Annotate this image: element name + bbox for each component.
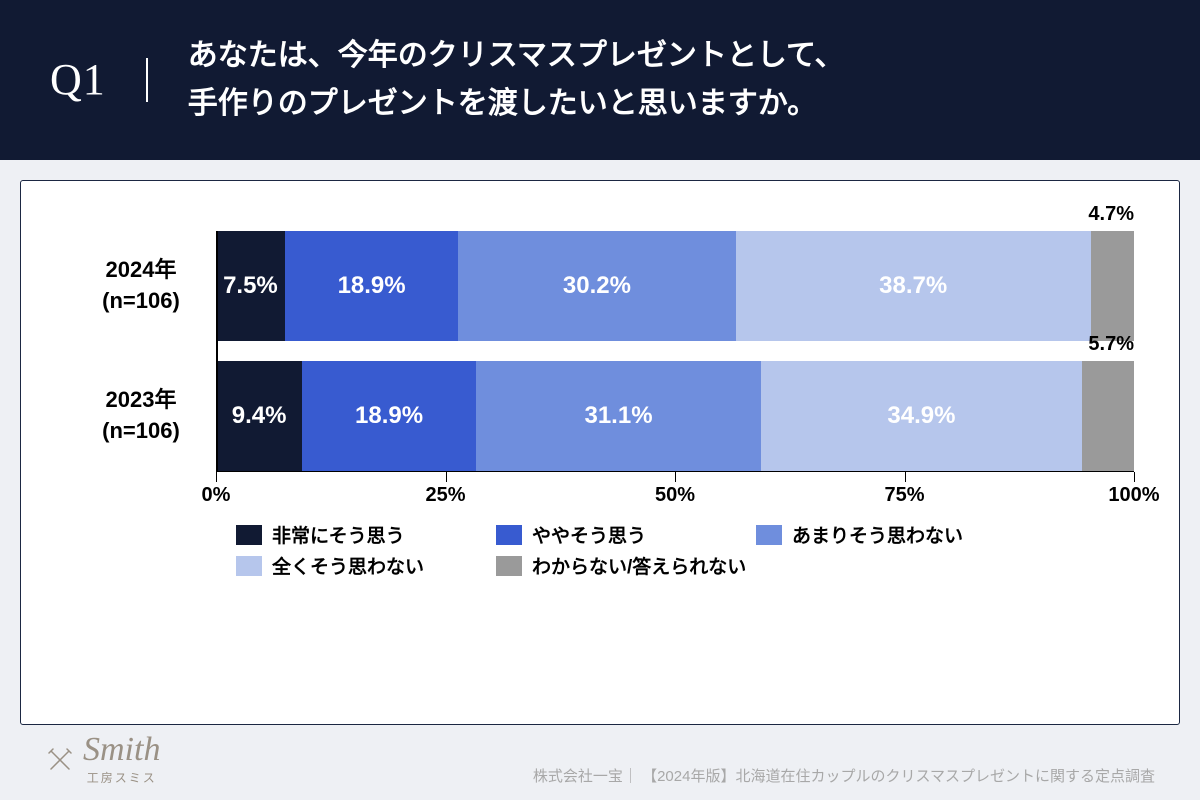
legend-item: わからない/答えられない xyxy=(496,552,756,579)
y-axis-line xyxy=(216,231,218,471)
bar-segment: 34.9% xyxy=(761,361,1081,471)
axis-tick xyxy=(675,472,676,482)
axis-tick xyxy=(905,472,906,482)
logo-text: Smith xyxy=(83,731,160,768)
legend: 非常にそう思う ややそう思う あまりそう思わない全くそう思わない わからない/答えられ… xyxy=(236,521,1134,579)
legend-swatch xyxy=(756,525,782,545)
axis-tick-label: 100% xyxy=(1108,484,1159,507)
question-text: あなたは、今年のクリスマスプレゼントとして、 手作りのプレゼントを渡したいと思い… xyxy=(188,32,845,128)
bar-segment xyxy=(1082,361,1134,471)
bar-segment: 38.7% xyxy=(736,231,1091,341)
legend-label: 非常にそう思う xyxy=(272,521,405,548)
axis-tick xyxy=(216,472,217,482)
legend-label: 全くそう思わない xyxy=(272,552,424,579)
source-text: 株式会社一宝｜ 【2024年版】北海道在住カップルのクリスマスプレゼントに関する… xyxy=(533,765,1155,786)
question-line-1: あなたは、今年のクリスマスプレゼントとして、 xyxy=(188,39,845,72)
bar-wrap: 5.7%9.4%18.9%31.1%34.9% xyxy=(216,361,1134,471)
legend-swatch xyxy=(496,525,522,545)
row-label: 2024年(n=106) xyxy=(66,255,216,317)
chart-row: 2023年(n=106)5.7%9.4%18.9%31.1%34.9% xyxy=(66,361,1134,471)
legend-swatch xyxy=(236,556,262,576)
bar-wrap: 4.7%7.5%18.9%30.2%38.7% xyxy=(216,231,1134,341)
chart-row: 2024年(n=106)4.7%7.5%18.9%30.2%38.7% xyxy=(66,231,1134,341)
outside-value-label: 4.7% xyxy=(1088,203,1134,226)
axis-tick xyxy=(1134,472,1135,482)
question-header: Q1 あなたは、今年のクリスマスプレゼントとして、 手作りのプレゼントを渡したい… xyxy=(0,0,1200,160)
legend-item: ややそう思う xyxy=(496,521,756,548)
bar-segment: 30.2% xyxy=(458,231,735,341)
footer: Smith 工房スミス 株式会社一宝｜ 【2024年版】北海道在住カップルのクリ… xyxy=(20,725,1180,800)
chart-rows: 2024年(n=106)4.7%7.5%18.9%30.2%38.7%2023年… xyxy=(66,231,1134,491)
axis-tick-label: 50% xyxy=(655,484,695,507)
brand-logo: Smith 工房スミス xyxy=(45,733,160,786)
chart-body: 2024年(n=106)4.7%7.5%18.9%30.2%38.7%2023年… xyxy=(0,160,1200,800)
bar-segment: 9.4% xyxy=(216,361,302,471)
question-number: Q1 xyxy=(50,58,148,102)
axis-tick xyxy=(446,472,447,482)
legend-label: わからない/答えられない xyxy=(532,552,746,579)
bar-segment xyxy=(1091,231,1134,341)
outside-value-label: 5.7% xyxy=(1088,333,1134,356)
axis-tick-label: 25% xyxy=(425,484,465,507)
stacked-bar: 7.5%18.9%30.2%38.7% xyxy=(216,231,1134,341)
bar-segment: 18.9% xyxy=(285,231,459,341)
legend-label: あまりそう思わない xyxy=(792,521,963,548)
row-label: 2023年(n=106) xyxy=(66,385,216,447)
legend-item: 全くそう思わない xyxy=(236,552,496,579)
question-line-2: 手作りのプレゼントを渡したいと思いますか。 xyxy=(188,87,817,120)
stacked-bar: 9.4%18.9%31.1%34.9% xyxy=(216,361,1134,471)
legend-swatch xyxy=(236,525,262,545)
logo-subtext: 工房スミス xyxy=(83,769,160,786)
bar-segment: 31.1% xyxy=(476,361,761,471)
bar-segment: 18.9% xyxy=(302,361,476,471)
chart-card: 2024年(n=106)4.7%7.5%18.9%30.2%38.7%2023年… xyxy=(20,180,1180,725)
axis-tick-label: 0% xyxy=(202,484,231,507)
legend-item: 非常にそう思う xyxy=(236,521,496,548)
axis-line: 0%25%50%75%100% xyxy=(216,471,1134,511)
bar-segment: 7.5% xyxy=(216,231,285,341)
logo-icon xyxy=(45,745,75,775)
x-axis: 0%25%50%75%100% xyxy=(66,471,1134,511)
legend-swatch xyxy=(496,556,522,576)
axis-tick-label: 75% xyxy=(884,484,924,507)
legend-item: あまりそう思わない xyxy=(756,521,1016,548)
legend-label: ややそう思う xyxy=(532,521,646,548)
